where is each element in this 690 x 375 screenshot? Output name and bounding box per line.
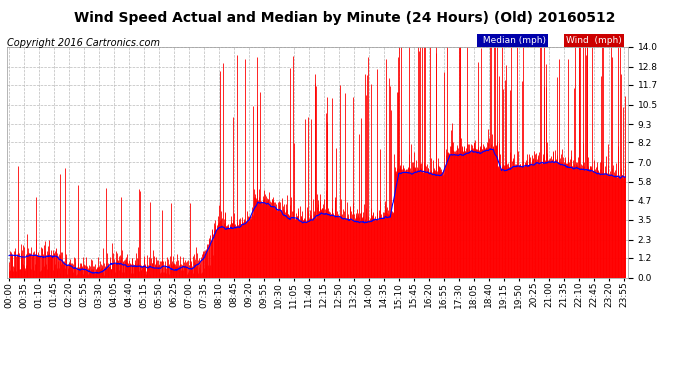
Text: Wind  (mph): Wind (mph) [566, 36, 622, 45]
Text: Wind Speed Actual and Median by Minute (24 Hours) (Old) 20160512: Wind Speed Actual and Median by Minute (… [75, 11, 615, 25]
Text: Median (mph): Median (mph) [480, 36, 546, 45]
Text: Copyright 2016 Cartronics.com: Copyright 2016 Cartronics.com [7, 38, 160, 48]
